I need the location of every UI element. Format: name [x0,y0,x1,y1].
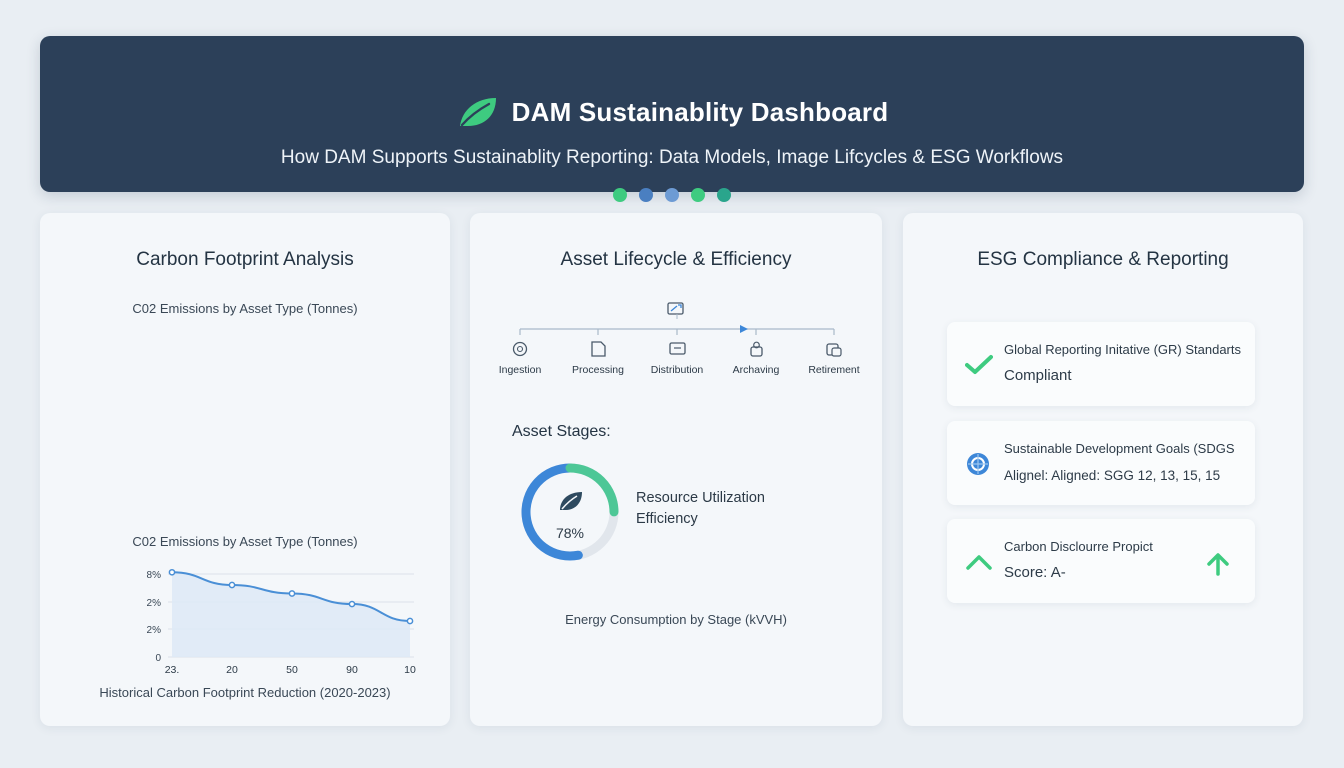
line-chart-footer: Historical Carbon Footprint Reduction (2… [99,685,391,700]
esg-card-gri[interactable]: Global Reporting Initative (GR) Standart… [947,322,1255,406]
esg-card-value: Alignel: Aligned: SGG 12, 13, 15, 15 [1004,468,1221,483]
gauge-arc-secondary [565,463,619,517]
esg-card-value: Score: A- [1004,564,1066,581]
globe-icon [967,453,989,475]
icon-shape [669,342,686,355]
lifecycle-stage-label: Ingestion [499,364,542,376]
x-tick-label: 23. [165,664,180,676]
lifecycle-panel-title: Asset Lifecycle & Efficiency [560,249,792,270]
header-title-row: DAM Sustainablity Dashboard [40,94,1304,130]
gauge-leaf-icon [560,492,582,510]
carousel-dot[interactable] [691,188,705,202]
emissions-line-chart: 0 2% 2% 8% 23. 20 50 90 10 [147,568,416,676]
icon-shape [750,346,763,357]
leaf-icon [459,98,496,127]
checkmark-icon [965,355,993,374]
bar-chart-caption: C02 Emissions by Asset Type (Tonnes) [132,301,358,316]
x-tick-label: 10 [404,664,416,676]
line-point [406,617,414,625]
lifecycle-flow: Ingestion Processing Distribution Archaving… [499,302,860,376]
page-title: DAM Sustainablity Dashboard [511,96,889,127]
y-tick-label: 2% [147,625,162,636]
gauge-label-line1: Resource Utilization [636,490,765,506]
esg-panel-title: ESG Compliance & Reporting [977,249,1229,270]
y-tick-label: 2% [147,598,162,609]
monitor-icon-arrow [670,304,682,312]
monitor-icon [667,302,684,319]
carousel-dots[interactable] [40,188,1304,202]
line-point [168,568,176,576]
carbon-panel-title: Carbon Footprint Analysis [136,249,354,270]
asset-stages-label: Asset Stages: [512,423,611,440]
line-chart-caption: C02 Emissions by Asset Type (Tonnes) [132,534,358,549]
distribution-icon [669,342,686,355]
icon-shape [753,341,760,349]
lifecycle-stage-label: Archaving [733,364,780,376]
x-tick-label: 50 [286,664,298,676]
lifecycle-stage-label: Retirement [808,364,859,376]
ingestion-icon [512,341,528,357]
energy-bar-chart: 03%10%3.8%Ingeslion73%Processing75%Retir… [470,637,882,727]
energy-chart-caption: Energy Consumption by Stage (kVVH) [565,612,787,627]
esg-card-cdp[interactable]: Carbon Disclourre Propict Score: A- [947,519,1255,603]
esg-card-sdg[interactable]: Sustainable Development Goals (SDGS Alig… [947,421,1255,505]
emissions-bar-chart: 0406%1.5%13.6tImages13.2tVideos33.5tDocu… [40,331,450,501]
carousel-dot[interactable] [613,188,627,202]
carousel-dot[interactable] [639,188,653,202]
line-point [348,600,356,608]
lifecycle-stage-label: Processing [572,364,624,376]
carbon-footprint-panel: Carbon Footprint Analysis C02 Emissions … [40,213,450,726]
carousel-dot[interactable] [717,188,731,202]
icon-shape [591,341,606,357]
chevron-up-icon [966,555,992,570]
flow-arrow [740,325,748,333]
icon-shape [831,347,842,357]
utilization-gauge: 78% [521,463,619,561]
monitor-icon-frame [667,302,684,315]
icon-shape [516,345,524,353]
arrow-up-icon [1207,553,1229,576]
gauge-arc-primary [521,463,583,561]
gauge-label-line2: Efficiency [636,511,698,527]
esg-card-value: Compliant [1004,367,1072,384]
archiving-icon [750,341,763,357]
retirement-icon [826,343,842,357]
asset-lifecycle-panel: Asset Lifecycle & Efficiency Ingestion Pr… [470,213,882,726]
esg-card-label: Carbon Disclourre Propict [1004,539,1153,554]
line-point [228,581,236,589]
page-subtitle: How DAM Supports Sustainablity Reporting… [280,147,1064,168]
carousel-dot[interactable] [665,188,679,202]
processing-icon [591,341,606,357]
lifecycle-stage-label: Distribution [651,364,704,376]
dashboard-header: DAM Sustainablity Dashboard How DAM Supp… [40,36,1304,202]
line-point [288,590,296,597]
gauge-label: Resource Utilization Efficiency [636,488,765,530]
line-area-fill [172,572,410,657]
gauge-value: 78% [556,525,584,541]
x-tick-label: 20 [226,664,238,676]
esg-card-label: Global Reporting Initative (GR) Standart… [1004,342,1241,357]
icon-shape [512,341,528,357]
y-tick-label: 0 [155,653,161,664]
x-tick-label: 90 [346,664,358,676]
esg-compliance-panel: ESG Compliance & Reporting Global Report… [903,213,1303,726]
esg-card-label: Sustainable Development Goals (SDGS [1004,441,1235,456]
y-tick-label: 8% [147,570,162,581]
